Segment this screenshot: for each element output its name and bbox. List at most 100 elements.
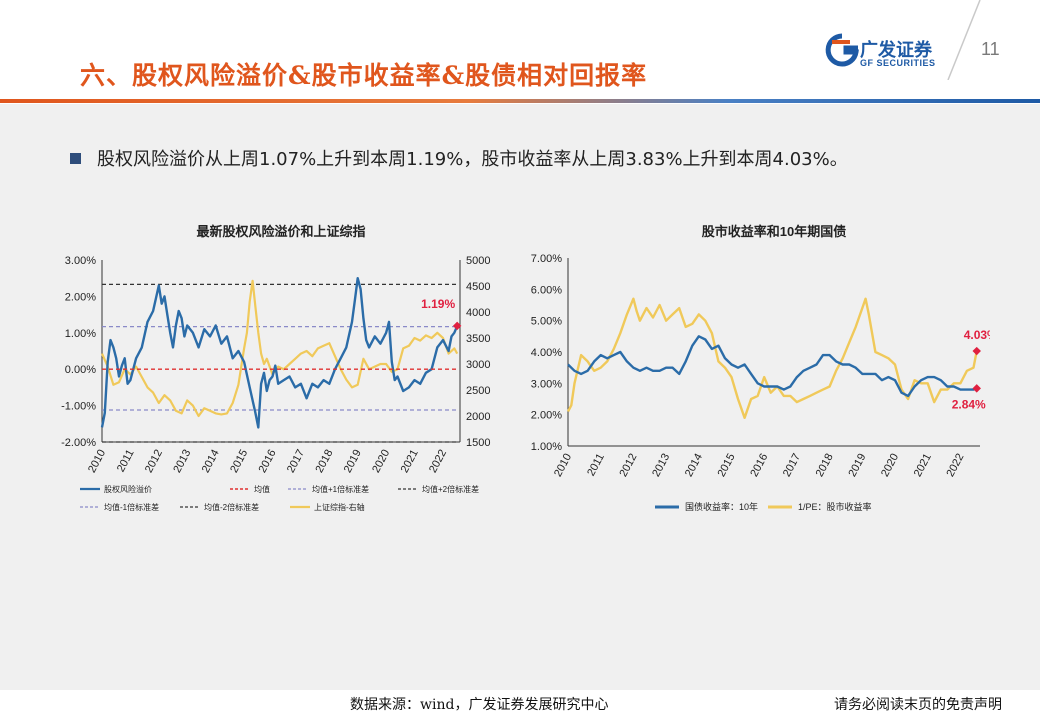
latest-point-marker <box>452 321 462 331</box>
y-left-tick-label: -1.00% <box>61 401 96 413</box>
x-tick-label: 2019 <box>846 452 868 479</box>
y-left-tick-label: 1.00% <box>65 328 96 340</box>
x-tick-label: 2022 <box>427 448 449 475</box>
header-slash-divider <box>947 0 981 80</box>
y-right-tick-label: 1500 <box>466 437 490 449</box>
x-tick-label: 2010 <box>552 452 574 479</box>
x-tick-label: 2019 <box>342 448 364 475</box>
x-tick-group: 2014 <box>683 452 705 479</box>
y-right-tick-label: 2500 <box>466 385 490 397</box>
erp-chart: 最新股权风险溢价和上证综指 -2.00% -1.00% 0.00% 1.00% 2.00%… <box>61 224 490 512</box>
x-tick-group: 2020 <box>879 452 901 479</box>
yield-chart: 股市收益率和10年期国债 1.00% 2.00% 3.00% 4.00% 5.00% 6.0… <box>531 224 990 512</box>
x-tick-label: 2020 <box>879 452 901 479</box>
series-line <box>566 297 978 420</box>
x-tick-label: 2016 <box>748 452 770 479</box>
x-tick-group: 2010 <box>86 448 108 475</box>
summary-bullet: 股权风险溢价从上周1.07%上升到本周1.19%，股市收益率从上周3.83%上升… <box>97 149 848 170</box>
legend-label: 1/PE：股市收益率 <box>798 501 872 512</box>
x-tick-label: 2021 <box>399 448 421 475</box>
x-tick-label: 2021 <box>912 452 934 479</box>
x-tick-label: 2012 <box>143 448 165 475</box>
y-right-tick-label: 4000 <box>466 307 490 319</box>
x-tick-group: 2021 <box>399 448 421 475</box>
x-tick-label: 2017 <box>285 448 307 475</box>
y-tick-label: 4.00% <box>531 347 562 359</box>
y-tick-label: 2.00% <box>531 410 562 422</box>
x-tick-label: 2011 <box>115 448 137 475</box>
legend-label: 股权风险溢价 <box>104 484 152 494</box>
x-tick-group: 2018 <box>814 452 836 479</box>
legend-label: 均值 <box>254 484 270 494</box>
page-title: 六、股权风险溢价&股市收益率&股债相对回报率 <box>80 61 648 90</box>
y-tick-label: 6.00% <box>531 284 562 296</box>
x-tick-group: 2020 <box>370 448 392 475</box>
y-left-tick-label: 2.00% <box>65 291 96 303</box>
x-tick-group: 2022 <box>944 452 966 479</box>
x-tick-group: 2019 <box>846 452 868 479</box>
x-tick-label: 2015 <box>716 452 738 479</box>
x-tick-label: 2018 <box>313 448 335 475</box>
legend-label: 均值-2倍标准差 <box>204 502 259 512</box>
y-right-tick-label: 4500 <box>466 281 490 293</box>
x-tick-label: 2018 <box>814 452 836 479</box>
series-line <box>567 335 978 398</box>
x-tick-group: 2019 <box>342 448 364 475</box>
y-right-tick-label: 2000 <box>466 411 490 423</box>
y-left-tick-label: 3.00% <box>65 255 96 267</box>
x-tick-group: 2017 <box>285 448 307 475</box>
yield-latest-label: 4.03% <box>964 328 990 342</box>
x-tick-group: 2015 <box>716 452 738 479</box>
y-left-tick-label: 0.00% <box>65 364 96 376</box>
x-tick-group: 2017 <box>781 452 803 479</box>
x-tick-group: 2010 <box>552 452 574 479</box>
latest-value-label: 1.19% <box>421 297 455 311</box>
legend-label: 国债收益率：10年 <box>685 501 758 512</box>
x-tick-label: 2014 <box>200 448 222 475</box>
y-tick-label: 7.00% <box>531 253 562 265</box>
x-tick-label: 2013 <box>171 448 193 475</box>
x-tick-label: 2012 <box>617 452 639 479</box>
legend-label: 均值+1倍标准差 <box>312 484 369 494</box>
gf-logo-icon <box>825 33 859 67</box>
x-tick-group: 2011 <box>585 452 607 479</box>
x-tick-group: 2012 <box>143 448 165 475</box>
x-tick-group: 2014 <box>200 448 222 475</box>
x-tick-group: 2018 <box>313 448 335 475</box>
x-tick-group: 2022 <box>427 448 449 475</box>
x-tick-group: 2021 <box>912 452 934 479</box>
x-tick-label: 2020 <box>370 448 392 475</box>
x-tick-label: 2013 <box>650 452 672 479</box>
x-tick-group: 2013 <box>650 452 672 479</box>
chart-title: 股市收益率和10年期国债 <box>702 224 846 239</box>
bullet-square-icon <box>70 153 81 164</box>
bond-latest-label: 2.84% <box>952 397 986 411</box>
x-tick-label: 2017 <box>781 452 803 479</box>
y-right-tick-label: 3500 <box>466 333 490 345</box>
legend-label: 上证综指-右轴 <box>314 502 365 512</box>
content-panel <box>0 104 1040 690</box>
x-tick-group: 2015 <box>228 448 250 475</box>
latest-point-marker <box>972 384 981 393</box>
y-right-tick-label: 5000 <box>466 255 490 267</box>
disclaimer-link: 请务必阅读末页的免责声明 <box>834 697 1002 713</box>
x-tick-group: 2011 <box>115 448 137 475</box>
y-tick-label: 5.00% <box>531 316 562 328</box>
data-source: 数据来源：wind，广发证券发展研究中心 <box>350 697 609 713</box>
x-tick-group: 2012 <box>617 452 639 479</box>
x-tick-label: 2010 <box>86 448 108 475</box>
legend-label: 均值+2倍标准差 <box>422 484 479 494</box>
y-left-tick-label: -2.00% <box>61 437 96 449</box>
x-tick-label: 2015 <box>228 448 250 475</box>
logo-chinese-name: 广发证券 <box>860 40 932 61</box>
x-tick-label: 2014 <box>683 452 705 479</box>
x-tick-label: 2011 <box>585 452 607 479</box>
logo-english-name: GF SECURITIES <box>860 58 936 68</box>
y-tick-label: 1.00% <box>531 441 562 453</box>
chart-title: 最新股权风险溢价和上证综指 <box>196 224 365 239</box>
x-tick-group: 2013 <box>171 448 193 475</box>
legend-label: 均值-1倍标准差 <box>104 502 159 512</box>
header-divider <box>0 99 1040 103</box>
x-tick-group: 2016 <box>257 448 279 475</box>
series-line <box>100 276 459 429</box>
